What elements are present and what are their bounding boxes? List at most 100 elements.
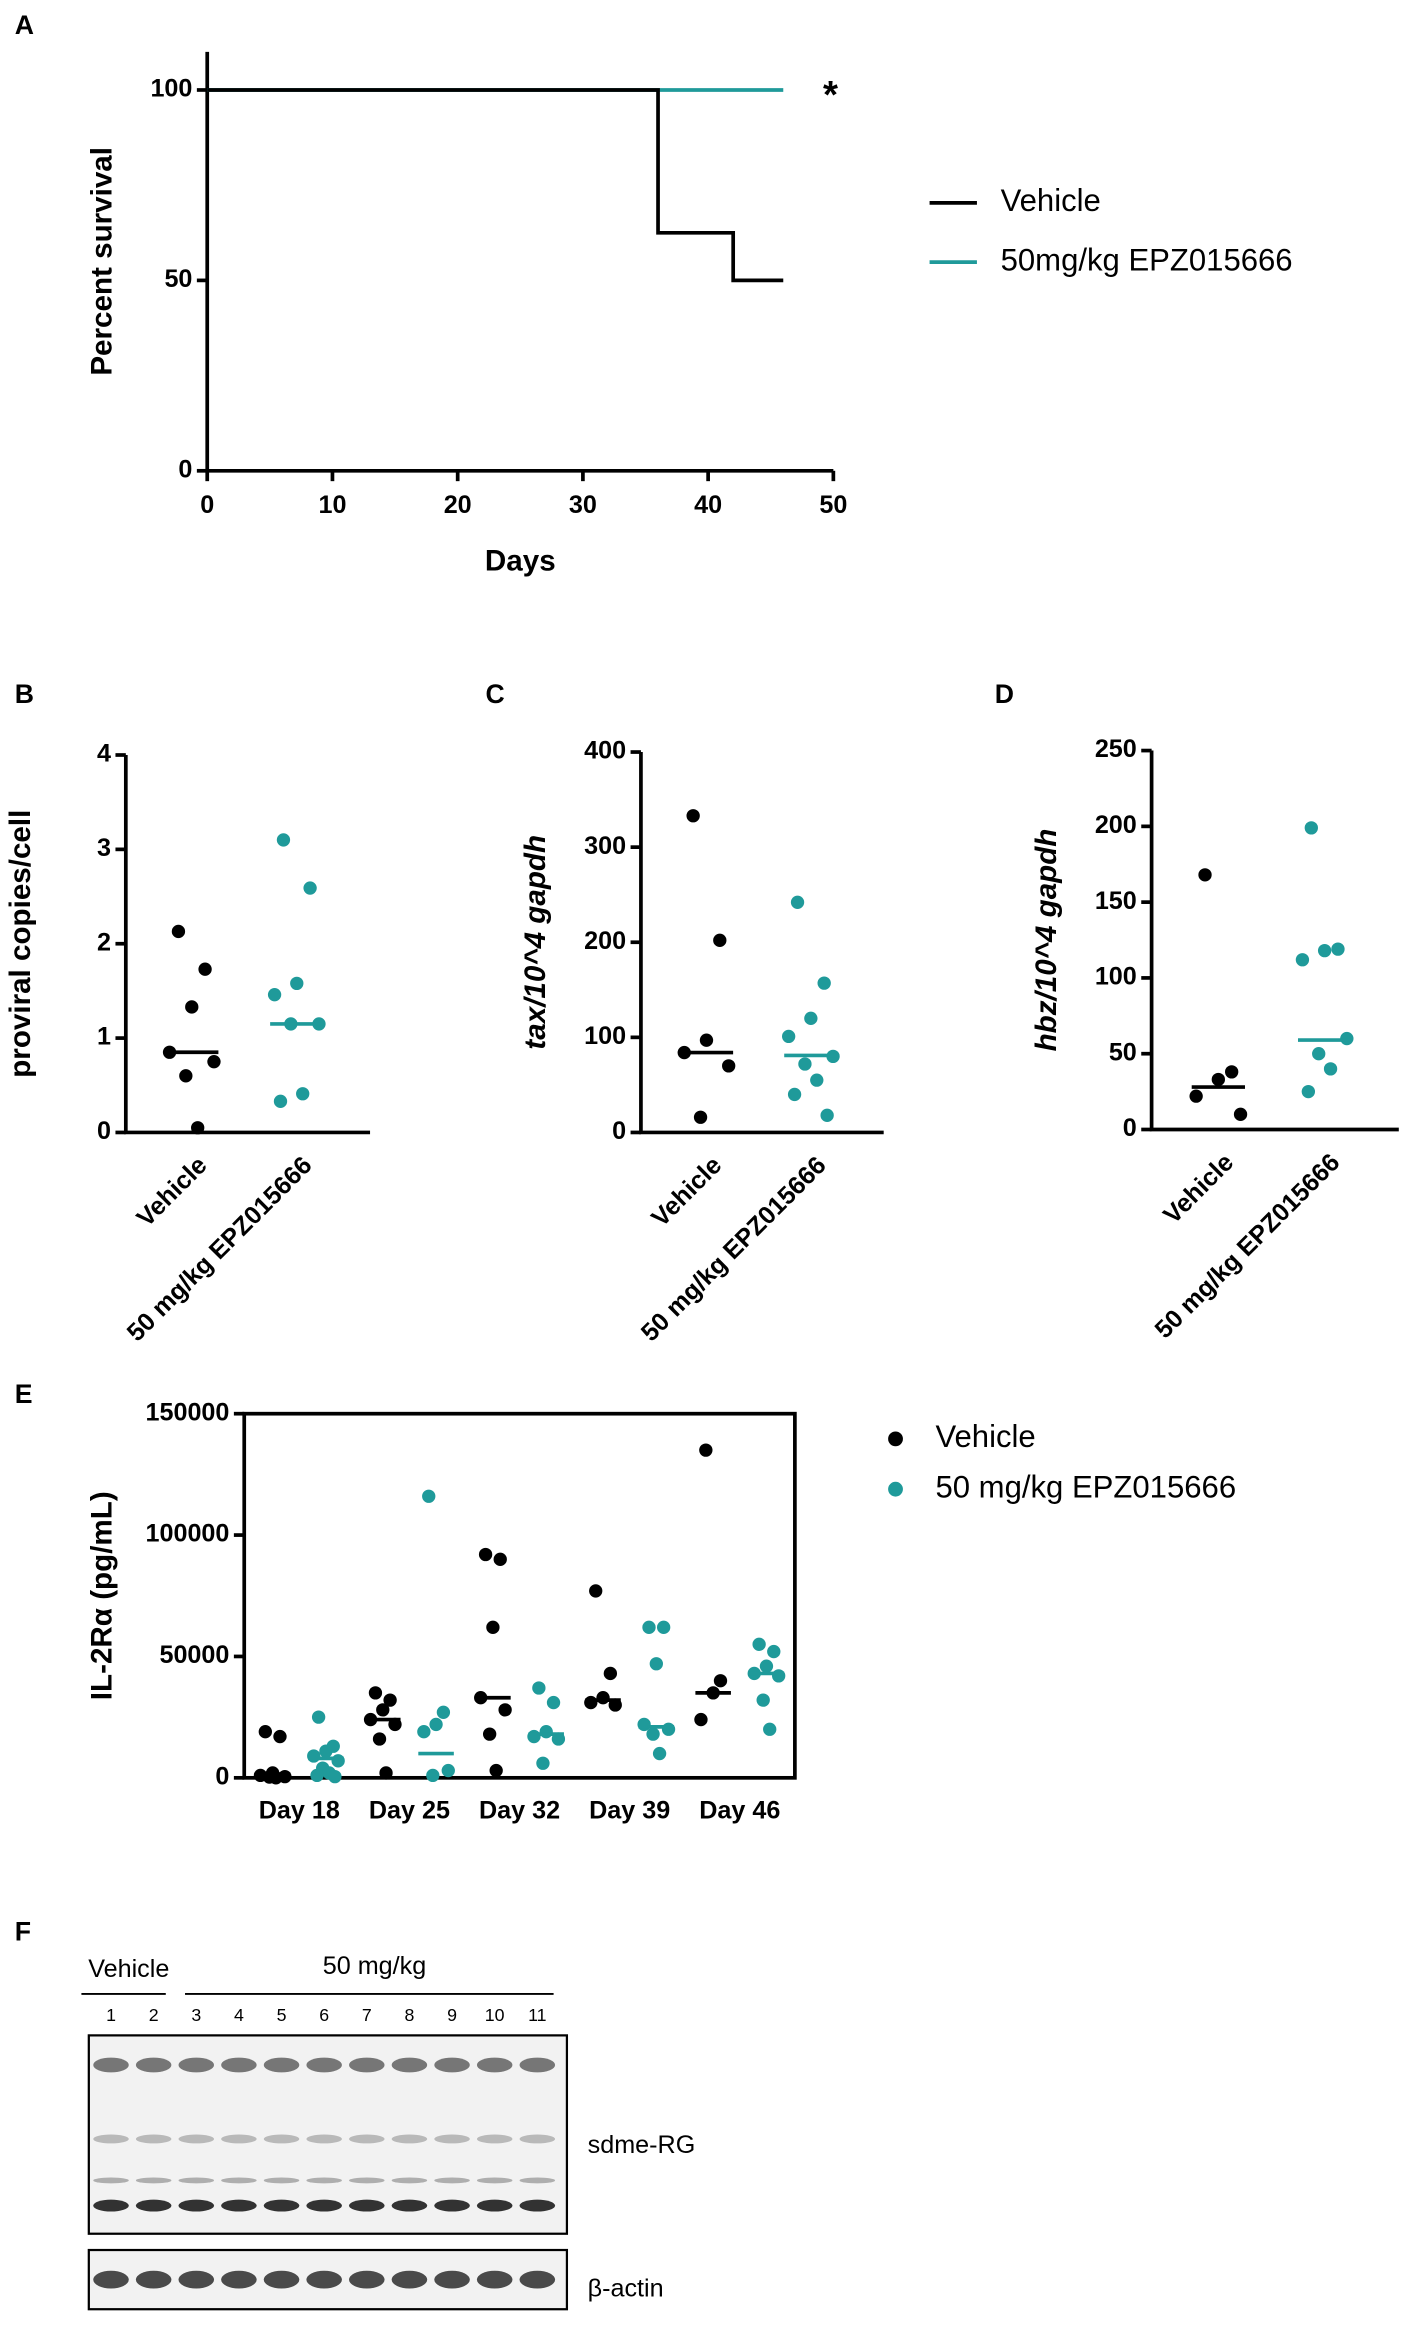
band	[306, 2199, 342, 2212]
band	[93, 2199, 129, 2212]
lane-label: 6	[319, 2005, 329, 2025]
x-tick-label: 50 mg/kg EPZ015666	[1150, 1148, 1346, 1344]
panel-label: C	[486, 679, 505, 709]
x-tick-label: Vehicle	[131, 1151, 212, 1232]
lane-label: 2	[149, 2005, 159, 2025]
x-tick-label: Day 46	[699, 1797, 780, 1825]
data-point	[584, 1695, 598, 1710]
y-tick-label: 0	[215, 1762, 229, 1790]
data-point	[426, 1768, 440, 1783]
band	[434, 2199, 470, 2212]
band	[434, 2270, 470, 2289]
band	[221, 2270, 257, 2289]
y-axis-label: proviral copies/cell	[4, 810, 37, 1078]
data-point	[527, 1729, 541, 1744]
band	[221, 2057, 257, 2073]
y-axis-label: tax/10^4 gapdh	[519, 835, 552, 1050]
y-tick-label: 250	[1095, 735, 1137, 763]
band	[135, 2270, 172, 2289]
band	[221, 2134, 257, 2144]
band	[391, 2199, 428, 2212]
data-point	[589, 1584, 603, 1598]
legend-label: Vehicle	[935, 1419, 1035, 1454]
x-tick-label: 30	[569, 491, 597, 519]
y-tick-label: 50000	[159, 1641, 229, 1669]
data-point	[646, 1727, 660, 1741]
band	[519, 2057, 556, 2073]
band	[221, 2199, 257, 2212]
band	[93, 2057, 129, 2073]
data-point	[694, 1712, 708, 1727]
data-point	[713, 933, 727, 948]
data-point	[290, 976, 304, 991]
survival-line	[207, 88, 784, 283]
data-point	[379, 1766, 393, 1780]
data-point	[429, 1717, 443, 1732]
data-point	[752, 1637, 766, 1651]
lane-label: 5	[277, 2005, 287, 2025]
x-tick-label: 0	[200, 491, 214, 519]
band	[263, 2057, 300, 2073]
band	[476, 2057, 513, 2073]
data-point	[417, 1725, 431, 1739]
band	[476, 2177, 513, 2184]
x-tick-label: Day 32	[479, 1797, 560, 1825]
panel-label: E	[15, 1379, 33, 1409]
data-point	[1304, 821, 1318, 835]
data-point	[1211, 1072, 1226, 1087]
lane-label: 3	[191, 2005, 201, 2025]
band	[263, 2199, 300, 2212]
band	[93, 2270, 129, 2289]
band	[349, 2134, 385, 2144]
data-point	[603, 1666, 618, 1681]
x-tick-label: Day 39	[589, 1797, 670, 1825]
lane-label: 10	[485, 2005, 505, 2025]
lane-label: 11	[528, 2005, 546, 2025]
panel-label: B	[15, 679, 34, 709]
lane-label: 1	[106, 2005, 116, 2025]
data-point	[267, 988, 282, 1002]
data-point	[436, 1705, 451, 1719]
band	[391, 2057, 428, 2073]
data-point	[787, 1087, 802, 1102]
lane-label: 7	[362, 2005, 372, 2025]
y-tick-label: 100000	[145, 1520, 229, 1548]
band	[306, 2134, 342, 2144]
data-point	[693, 1110, 708, 1124]
data-point	[1301, 1084, 1316, 1099]
data-point	[372, 1732, 387, 1746]
band	[391, 2134, 428, 2144]
axes	[123, 755, 371, 1135]
band	[93, 2134, 129, 2144]
band	[178, 2270, 215, 2289]
legend-label: 50mg/kg EPZ015666	[1001, 242, 1293, 277]
band	[135, 2057, 172, 2073]
y-tick-label: 0	[612, 1117, 626, 1145]
band	[476, 2270, 513, 2289]
y-tick-label: 50	[164, 265, 192, 293]
band	[519, 2270, 556, 2289]
lane-label: 9	[447, 2005, 457, 2025]
data-point	[303, 881, 317, 895]
y-tick-label: 200	[1095, 811, 1137, 839]
data-point	[185, 1000, 199, 1014]
group-label: 50 mg/kg	[323, 1952, 426, 1980]
data-point	[441, 1763, 455, 1778]
band	[263, 2134, 300, 2144]
data-point	[722, 1059, 736, 1073]
band	[434, 2057, 470, 2073]
data-point	[319, 1744, 333, 1758]
y-tick-label: 0	[97, 1117, 111, 1145]
band	[519, 2177, 556, 2184]
data-point	[179, 1069, 193, 1083]
blot-label: sdme-RG	[588, 2131, 696, 2159]
band	[93, 2177, 129, 2184]
data-point	[1331, 942, 1345, 956]
data-point	[820, 1108, 834, 1122]
band	[221, 2177, 257, 2184]
data-point	[1295, 953, 1310, 967]
data-point	[649, 1657, 663, 1671]
data-point	[1323, 1062, 1338, 1076]
data-point	[482, 1727, 497, 1741]
